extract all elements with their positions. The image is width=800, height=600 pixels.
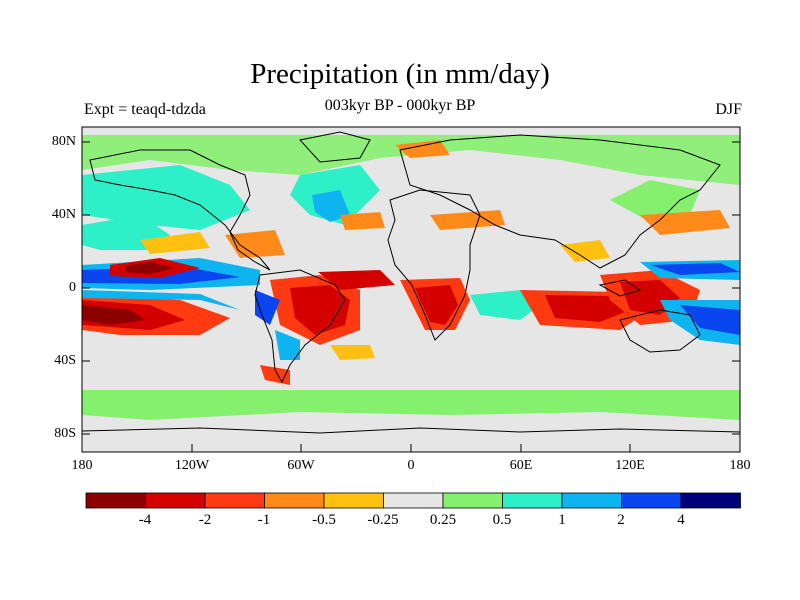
lat-label: 80S [54, 426, 76, 441]
colorbar-swatch [383, 492, 444, 509]
coastlines [82, 131, 740, 434]
lat-label: 80N [51, 134, 76, 149]
lon-label: 180 [71, 458, 93, 473]
lon-label: 60W [287, 458, 315, 473]
field-patch [312, 190, 350, 222]
colorbar-label: 2 [617, 512, 625, 528]
field-patch [318, 270, 395, 290]
colorbar-label: -0.5 [312, 512, 336, 528]
lat-label: 40N [51, 207, 76, 222]
field-patch [330, 345, 375, 360]
colorbar-label: 4 [677, 512, 685, 528]
field-patch [395, 140, 450, 158]
field-patch [340, 212, 385, 230]
colorbar-label: 0.25 [429, 512, 457, 528]
field-patch [560, 240, 610, 262]
lat-label: 0 [69, 280, 76, 295]
colorbar-label: -1 [257, 512, 271, 528]
field-patch [82, 165, 250, 230]
colorbar-label: 1 [558, 512, 566, 528]
season-label: DJF [715, 101, 742, 118]
field-patch [82, 305, 145, 325]
colorbar-label: 0.5 [492, 512, 512, 528]
colorbar-swatch [204, 492, 265, 509]
colorbar-swatch [680, 492, 741, 509]
lat-tick-marks [82, 141, 740, 435]
lon-tick-marks [81, 444, 741, 452]
field-patch [275, 330, 300, 360]
colorbar-swatch [264, 492, 325, 509]
colorbar-swatch [323, 492, 384, 509]
colorbar-swatch [621, 492, 682, 509]
field-patch [650, 263, 740, 275]
lon-label: 120W [174, 458, 210, 473]
field-patch [255, 290, 280, 325]
field-patch [82, 290, 240, 310]
colorbar-swatch [502, 492, 563, 509]
colorbar [85, 492, 741, 509]
colorbar-swatch [561, 492, 622, 509]
field-patch [415, 285, 458, 325]
lon-label: 180 [729, 458, 751, 473]
lat-label: 40S [54, 353, 76, 368]
lon-label: 0 [407, 458, 415, 473]
field-patch [140, 232, 210, 254]
colorbar-swatch [145, 492, 206, 509]
lon-label: 120E [615, 458, 645, 473]
colorbar-label: -0.25 [367, 512, 399, 528]
page-title: Precipitation (in mm/day) [250, 58, 550, 90]
lon-label: 60E [509, 458, 533, 473]
colorbar-label: -4 [138, 512, 152, 528]
map-field [82, 127, 740, 452]
experiment-label: Expt = teaqd-tdzda [84, 101, 206, 118]
colorbar-swatch [442, 492, 503, 509]
field-patch [125, 262, 175, 274]
field-patch [610, 180, 700, 222]
field-patch [545, 295, 630, 322]
colorbar-swatch [85, 492, 146, 509]
field-patch [430, 210, 505, 230]
colorbar-label: -2 [198, 512, 212, 528]
field-patch [470, 290, 540, 320]
period-label: 003kyr BP - 000kyr BP [324, 97, 476, 114]
field-patch [82, 135, 740, 185]
field-patch [290, 285, 350, 335]
field-patch [82, 390, 740, 420]
field-patch [640, 210, 730, 235]
field-patch [680, 305, 740, 335]
